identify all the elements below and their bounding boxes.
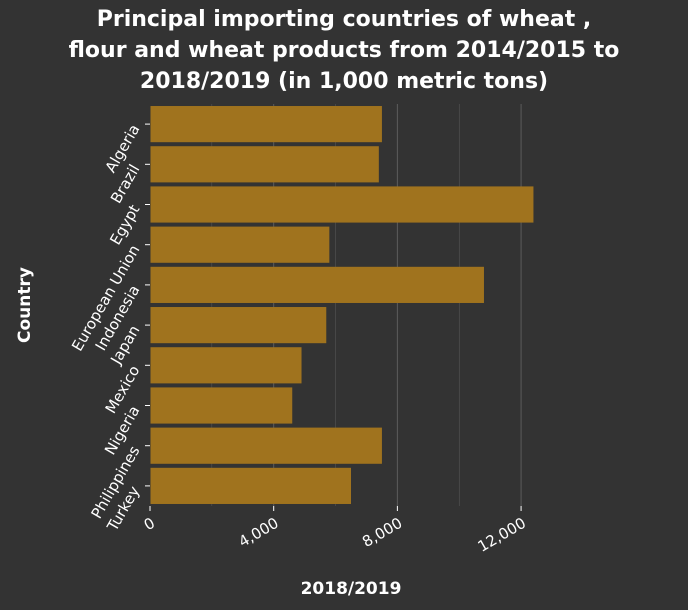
bar xyxy=(150,186,534,223)
bar xyxy=(150,226,330,263)
bar xyxy=(150,467,351,504)
chart-title-line-3: 2018/2019 (in 1,000 metric tons) xyxy=(139,69,549,94)
y-axis-title: Country xyxy=(15,267,35,343)
x-axis-title: 2018/2019 xyxy=(301,579,402,599)
bar xyxy=(150,387,293,424)
x-tick-label: 12,000 xyxy=(475,514,529,556)
bar xyxy=(150,307,327,344)
chart-title-line-1: Principal importing countries of wheat , xyxy=(96,7,592,32)
x-tick-label: 8,000 xyxy=(359,514,405,551)
bar xyxy=(150,146,379,183)
x-tick-label: 4,000 xyxy=(235,514,281,551)
bar xyxy=(150,266,484,303)
bars xyxy=(150,106,534,504)
x-tick-label: 0 xyxy=(141,514,158,534)
chart-title: Principal importing countries of wheat ,… xyxy=(0,4,688,97)
chart-title-line-2: flour and wheat products from 2014/2015 … xyxy=(68,38,620,63)
y-tick-label: Egypt xyxy=(106,201,143,248)
bar xyxy=(150,106,382,143)
bar xyxy=(150,347,302,384)
bar xyxy=(150,427,382,464)
